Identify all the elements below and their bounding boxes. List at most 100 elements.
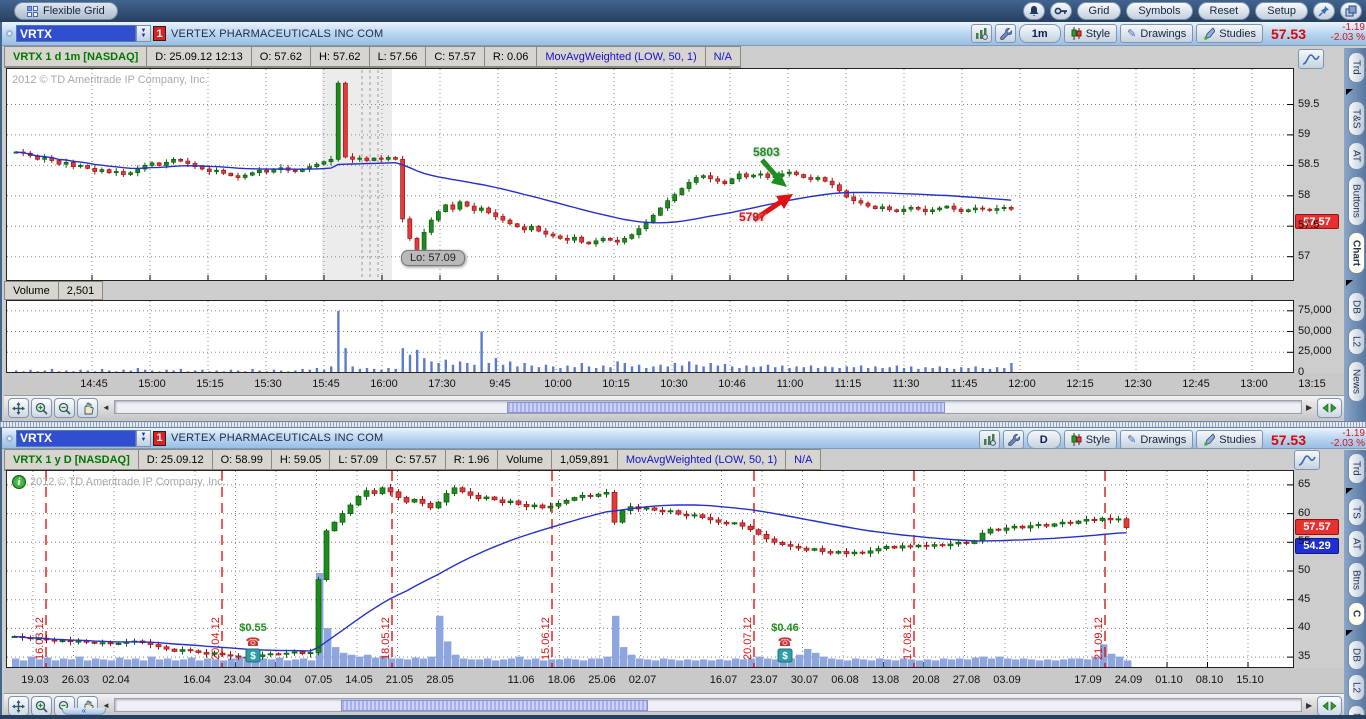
price-chart-canvas[interactable]: 16.03.1220.04.1218.05.1215.06.1220.07.12… — [6, 470, 1294, 668]
auto-scale-button[interactable] — [1298, 49, 1324, 69]
gadget-tab-btns[interactable]: Btns — [1348, 562, 1365, 598]
time-label: 15:30 — [254, 378, 282, 390]
gadget-tab-db[interactable]: DB — [1348, 640, 1365, 670]
gadget-tab-buttons[interactable]: Buttons — [1348, 176, 1365, 226]
svg-text:15.06.12: 15.06.12 — [540, 617, 552, 660]
gadget-tab-at[interactable]: AT — [1348, 142, 1365, 170]
symbol-input[interactable] — [16, 430, 136, 447]
chart-scrollbar[interactable] — [114, 698, 1302, 712]
scrollbar-thumb[interactable] — [507, 402, 945, 413]
price-tick: 59 — [1298, 128, 1310, 140]
panel-divider[interactable] — [0, 421, 1366, 428]
pan-button[interactable] — [8, 696, 29, 716]
drawings-button[interactable]: ✎Drawings — [1120, 430, 1193, 449]
studies-flask-icon — [1203, 433, 1215, 446]
time-label: 30.07 — [791, 674, 819, 686]
timeframe-button[interactable]: D — [1027, 430, 1061, 449]
quick-settings-button[interactable] — [995, 24, 1016, 43]
time-label: 11.06 — [508, 674, 535, 686]
price-tick: 45 — [1298, 593, 1310, 605]
gadget-tab-ts[interactable]: TS — [1348, 498, 1365, 527]
scroll-left-icon[interactable]: ◄ — [102, 403, 110, 412]
time-label: 11:30 — [893, 378, 920, 390]
zoom-out-button[interactable] — [54, 398, 75, 418]
pin-icon — [1318, 5, 1330, 17]
gadget-tab-ts[interactable]: T&S — [1348, 101, 1365, 136]
tab-group-separator-icon — [1346, 488, 1353, 494]
grid-button[interactable]: Grid — [1077, 2, 1122, 20]
detach-window-button[interactable] — [1340, 2, 1362, 20]
quick-settings-button[interactable] — [1003, 430, 1024, 449]
time-label: 23.07 — [750, 674, 778, 686]
gadget-tab-l2[interactable]: L2 — [1348, 328, 1365, 355]
setup-button[interactable]: Setup — [1255, 2, 1308, 20]
time-label: 14.05 — [345, 674, 373, 686]
alerts-bell-button[interactable] — [1023, 2, 1045, 20]
price-tick: 58.5 — [1298, 158, 1319, 170]
zoom-in-button[interactable] — [31, 398, 52, 418]
gadget-tab-db[interactable]: DB — [1348, 292, 1365, 322]
gadget-tab-l2[interactable]: L2 — [1348, 674, 1365, 701]
svg-text:17.08.12: 17.08.12 — [902, 617, 914, 660]
timeframe-button[interactable]: 1m — [1019, 24, 1061, 43]
price-change: -1.19 -2.03 % — [1331, 23, 1365, 43]
drawings-label: Drawings — [1140, 28, 1186, 40]
workspace-tab-flexible-grid[interactable]: Flexible Grid — [14, 2, 118, 20]
hand-tool-button[interactable] — [77, 398, 98, 418]
study-label[interactable]: MovAvgWeighted (LOW, 50, 1) — [537, 46, 705, 67]
gadget-tab-trd[interactable]: Trd — [1348, 453, 1365, 484]
collapse-expand-button[interactable] — [1317, 398, 1342, 418]
copyright-text: 2012 © TD Ameritrade IP Company, Inc. — [30, 476, 226, 488]
time-label: 11:45 — [951, 378, 978, 390]
chart-settings-button[interactable] — [971, 24, 992, 43]
link-level-badge: 1 — [153, 431, 166, 446]
time-label: 25.06 — [588, 674, 616, 686]
symbol-dropdown-icon[interactable]: ▼▼ — [136, 430, 151, 447]
gadget-tab-trd[interactable]: Trd — [1348, 52, 1365, 83]
collapse-expand-button[interactable] — [1317, 696, 1342, 716]
symbol-row: ▼▼ 1 VERTEX PHARMACEUTICALS INC COM 1m S… — [2, 22, 1366, 46]
reset-button[interactable]: Reset — [1198, 2, 1251, 20]
gadget-tab-news[interactable]: News — [1348, 361, 1365, 402]
ohlc-cell: H: 59.05 — [272, 449, 331, 470]
symbol-dropdown-icon[interactable]: ▼▼ — [136, 25, 151, 42]
gadget-tab-chart[interactable]: Chart — [1348, 232, 1365, 274]
scroll-right-icon[interactable]: ▶ — [1306, 403, 1312, 412]
studies-button[interactable]: Studies — [1196, 430, 1263, 449]
time-label: 08.10 — [1196, 674, 1224, 686]
gadget-tab-at[interactable]: AT — [1348, 530, 1365, 558]
time-axis: 14:4515:0015:1515:3015:4516:0017:309:451… — [4, 373, 1344, 395]
symbols-button[interactable]: Symbols — [1126, 2, 1192, 20]
study-value: N/A — [706, 46, 741, 67]
price-chart-canvas[interactable] — [6, 68, 1294, 281]
study-value: N/A — [786, 449, 821, 470]
scroll-right-icon[interactable]: ▶ — [1306, 701, 1312, 710]
zoom-in-button[interactable] — [31, 696, 52, 716]
chart-scrollbar[interactable] — [114, 400, 1302, 414]
pan-button[interactable] — [8, 398, 29, 418]
pin-button[interactable] — [1313, 2, 1335, 20]
drawings-button[interactable]: ✎Drawings — [1120, 24, 1193, 43]
studies-button[interactable]: Studies — [1196, 24, 1263, 43]
time-label: 15:45 — [312, 378, 340, 390]
info-icon[interactable]: i — [12, 475, 26, 489]
style-button[interactable]: Style — [1064, 24, 1117, 43]
gadget-tab-c[interactable]: C — [1348, 602, 1365, 625]
time-label: 14:45 — [80, 378, 108, 390]
symbol-input[interactable] — [16, 25, 136, 42]
ohlc-cell: L: 57.09 — [330, 449, 387, 470]
volume-label[interactable]: Volume — [4, 281, 59, 300]
chart-settings-button[interactable] — [979, 430, 1000, 449]
ohlc-header-row: VRTX 1 d 1m [NASDAQ] D: 25.09.12 12:13O:… — [4, 46, 741, 68]
pencil-icon: ✎ — [1127, 433, 1136, 446]
style-button[interactable]: Style — [1064, 430, 1117, 449]
key-button[interactable] — [1050, 2, 1072, 20]
scrollbar-thumb[interactable] — [341, 700, 648, 711]
volume-chart-canvas[interactable] — [6, 300, 1294, 373]
study-label[interactable]: MovAvgWeighted (LOW, 50, 1) — [618, 449, 786, 470]
splitter-handle[interactable]: « — [62, 708, 106, 715]
price-change: -1.19 -2.03 % — [1331, 429, 1365, 449]
ohlc-cell: 1,059,891 — [552, 449, 618, 470]
link-led-icon — [6, 435, 13, 442]
auto-scale-button[interactable] — [1294, 450, 1320, 470]
